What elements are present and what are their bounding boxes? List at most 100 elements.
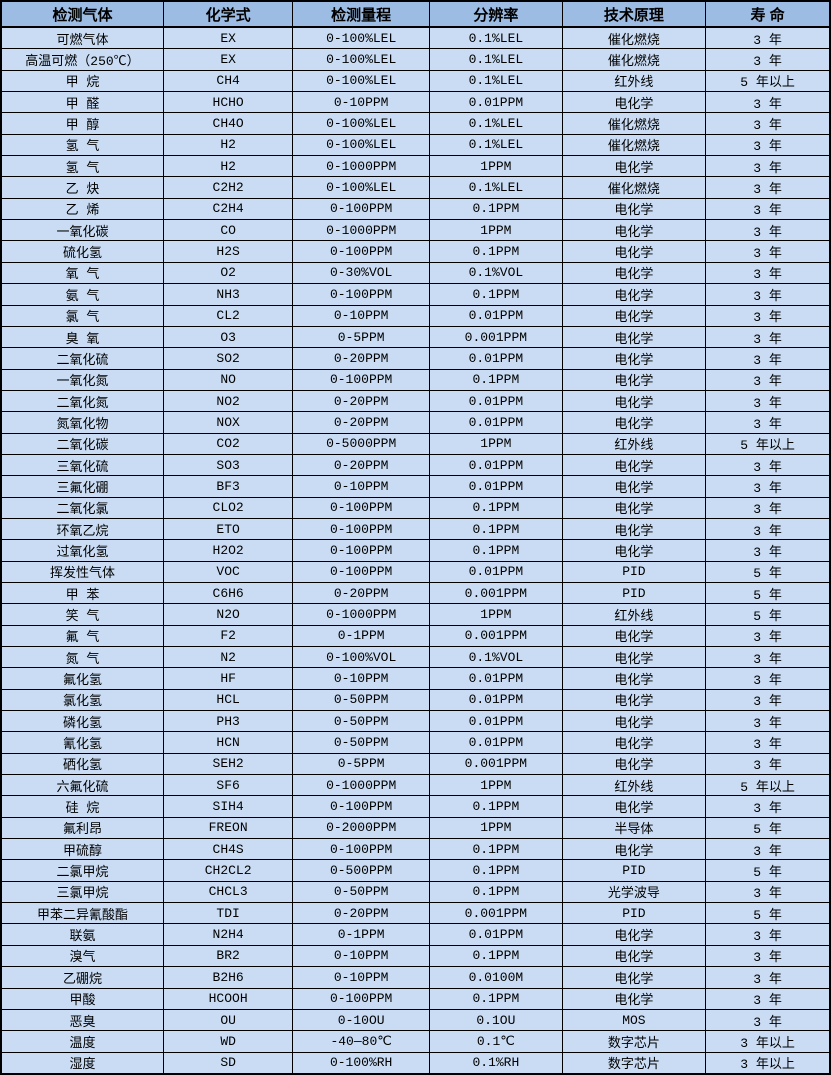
table-row: 氧 气 O2 0-30%VOL 0.1%VOL 电化学 3 年 xyxy=(0,261,831,285)
table-cell: 电化学 xyxy=(561,667,707,690)
table-row: 挥发性气体 VOC 0-100PPM 0.01PPM PID 5 年 xyxy=(0,560,831,583)
table-cell: PH3 xyxy=(162,710,294,733)
table-cell: HCN xyxy=(162,731,294,754)
table-cell: 氮氧化物 xyxy=(0,411,164,434)
table-cell: 0-10OU xyxy=(292,1008,431,1032)
table-cell: 催化燃烧 xyxy=(561,26,707,50)
table-cell: 二氧化氯 xyxy=(0,496,164,519)
table-row: 氯 气 CL2 0-10PPM 0.01PPM 电化学 3 年 xyxy=(0,304,831,327)
table-cell: 3 年 xyxy=(705,176,831,199)
table-row: 二氧化氯 CLO2 0-100PPM 0.1PPM 电化学 3 年 xyxy=(0,496,831,519)
table-row: 六氟化硫 SF6 0-1000PPM 1PPM 红外线 5 年以上 xyxy=(0,774,831,797)
table-cell: 甲 醇 xyxy=(0,112,164,135)
table-cell: F2 xyxy=(162,624,294,648)
table-header-row: 检测气体 化学式 检测量程 分辨率 技术原理寿 命 xyxy=(0,0,831,28)
table-cell: 0-10PPM xyxy=(292,304,431,327)
table-cell: 0.1PPM xyxy=(429,795,563,818)
table-cell: 可燃气体 xyxy=(0,26,164,50)
column-header: 检测气体 xyxy=(0,0,164,28)
table-cell: 5 年 xyxy=(705,603,831,626)
table-cell: 电化学 xyxy=(561,731,707,754)
table-cell: 催化燃烧 xyxy=(561,133,707,157)
table-cell: 0-1000PPM xyxy=(292,155,431,178)
table-cell: 0.1%LEL xyxy=(429,133,563,157)
table-cell: 0.001PPM xyxy=(429,902,563,925)
table-cell: BF3 xyxy=(162,475,294,498)
table-cell: CH2CL2 xyxy=(162,859,294,882)
table-cell: 一氧化碳 xyxy=(0,219,164,242)
table-cell: 1PPM xyxy=(429,816,563,840)
table-cell: 3 年以上 xyxy=(705,1030,831,1053)
table-cell: 5 年 xyxy=(705,902,831,925)
table-cell: 电化学 xyxy=(561,261,707,285)
table-cell: 3 年 xyxy=(705,261,831,285)
table-row: 氮 气 N2 0-100%VOL 0.1%VOL 电化学 3 年 xyxy=(0,645,831,669)
table-cell: 0.1PPM xyxy=(429,368,563,391)
table-cell: 0.01PPM xyxy=(429,453,563,477)
table-cell: 0-30%VOL xyxy=(292,261,431,285)
table-cell: 二氯甲烷 xyxy=(0,859,164,882)
table-cell: 0-10PPM xyxy=(292,944,431,968)
table-cell: 0-100PPM xyxy=(292,560,431,583)
table-cell: 0-10PPM xyxy=(292,475,431,498)
table-cell: 氟利昂 xyxy=(0,816,164,840)
table-cell: 0.1PPM xyxy=(429,838,563,861)
table-cell: 电化学 xyxy=(561,944,707,968)
table-cell: 5 年以上 xyxy=(705,69,831,93)
table-cell: 3 年以上 xyxy=(705,1051,831,1075)
table-row: 甲 苯 C6H6 0-20PPM 0.001PPM PID 5 年 xyxy=(0,581,831,605)
table-cell: 0.01PPM xyxy=(429,731,563,754)
table-cell: HCHO xyxy=(162,91,294,114)
table-row: 氰化氢 HCN 0-50PPM 0.01PPM 电化学 3 年 xyxy=(0,731,831,754)
table-cell: 红外线 xyxy=(561,69,707,93)
table-cell: 电化学 xyxy=(561,283,707,306)
table-cell: 红外线 xyxy=(561,774,707,797)
table-cell: 氢 气 xyxy=(0,133,164,157)
table-cell: CL2 xyxy=(162,304,294,327)
table-cell: 磷化氢 xyxy=(0,710,164,733)
table-cell: 0-500PPM xyxy=(292,859,431,882)
table-cell: 电化学 xyxy=(561,368,707,391)
table-cell: 0-100PPM xyxy=(292,283,431,306)
table-cell: 0-100%LEL xyxy=(292,133,431,157)
table-cell: 光学波导 xyxy=(561,880,707,904)
table-cell: 0.01PPM xyxy=(429,347,563,370)
table-cell: 0-100%LEL xyxy=(292,48,431,71)
table-cell: 数字芯片 xyxy=(561,1051,707,1075)
table-cell: 0-1000PPM xyxy=(292,774,431,797)
table-row: 乙 烯 C2H4 0-100PPM 0.1PPM 电化学 3 年 xyxy=(0,197,831,221)
table-cell: 电化学 xyxy=(561,453,707,477)
table-cell: NH3 xyxy=(162,283,294,306)
table-cell: 0-100PPM xyxy=(292,987,431,1010)
table-cell: 挥发性气体 xyxy=(0,560,164,583)
table-row: 联氨 N2H4 0-1PPM 0.01PPM 电化学 3 年 xyxy=(0,923,831,946)
table-cell: 电化学 xyxy=(561,475,707,498)
table-cell: 3 年 xyxy=(705,325,831,349)
table-cell: H2 xyxy=(162,133,294,157)
table-cell: C6H6 xyxy=(162,581,294,605)
table-cell: 0-1000PPM xyxy=(292,219,431,242)
column-header: 化学式 xyxy=(162,0,294,28)
table-cell: 3 年 xyxy=(705,731,831,754)
table-cell: 0.1%VOL xyxy=(429,645,563,669)
table-cell: 氰化氢 xyxy=(0,731,164,754)
table-cell: CHCL3 xyxy=(162,880,294,904)
table-cell: 电化学 xyxy=(561,838,707,861)
table-row: 高温可燃（250℃） EX 0-100%LEL 0.1%LEL 催化燃烧 3 年 xyxy=(0,48,831,71)
table-cell: 3 年 xyxy=(705,240,831,263)
table-cell: 5 年 xyxy=(705,560,831,583)
table-cell: 氟化氢 xyxy=(0,667,164,690)
table-cell: 0.001PPM xyxy=(429,624,563,648)
table-cell: 硅 烷 xyxy=(0,795,164,818)
table-cell: 0-5PPM xyxy=(292,325,431,349)
table-cell: C2H2 xyxy=(162,176,294,199)
table-cell: 三氯甲烷 xyxy=(0,880,164,904)
table-cell: ETO xyxy=(162,517,294,541)
table-cell: 1PPM xyxy=(429,603,563,626)
table-row: 二氧化硫 SO2 0-20PPM 0.01PPM 电化学 3 年 xyxy=(0,347,831,370)
table-cell: MOS xyxy=(561,1008,707,1032)
table-cell: 0-20PPM xyxy=(292,902,431,925)
column-header: 寿 命 xyxy=(705,0,831,28)
table-cell: 乙硼烷 xyxy=(0,966,164,989)
table-cell: 0-100PPM xyxy=(292,517,431,541)
